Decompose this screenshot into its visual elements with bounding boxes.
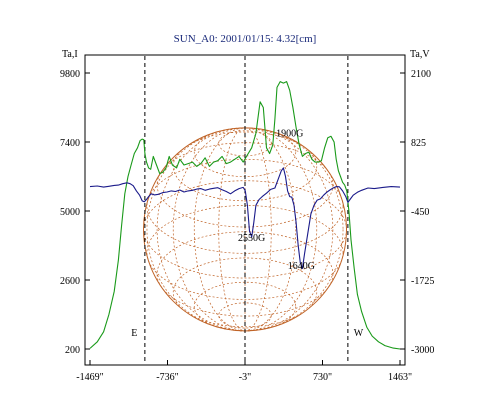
y-right-axis-label: Ta,V [410, 49, 430, 60]
chart-title: SUN_A0: 2001/01/15: 4.32[cm] [174, 33, 317, 45]
y-left-tick-label: 5000 [60, 207, 80, 218]
field-strength-label: 1640G [288, 261, 315, 272]
limb-label: W [354, 328, 364, 339]
x-tick-label: 1463" [388, 372, 412, 383]
y-left-tick-label: 7400 [60, 138, 80, 149]
field-strength-label: 1900G [276, 128, 303, 139]
x-tick-label: -1469" [76, 372, 103, 383]
axis-ticks: -1469" -736" -3" 730" 1463" 9800 7400 5000 2600 2… [60, 69, 434, 383]
y-right-tick-label: -450 [411, 207, 429, 218]
series-group [89, 81, 401, 350]
series-line-stokes-i [89, 81, 401, 350]
y-left-tick-label: 200 [65, 345, 80, 356]
y-right-tick-label: -1725 [411, 276, 434, 287]
y-right-tick-label: 2100 [411, 69, 431, 80]
x-tick-label: 730" [313, 372, 332, 383]
y-left-axis-label: Ta,I [62, 49, 78, 60]
x-tick-label: -3" [239, 372, 251, 383]
x-tick-label: -736" [156, 372, 178, 383]
y-left-tick-label: 9800 [60, 69, 80, 80]
field-strength-label: 2550G [238, 233, 265, 244]
disk-latitude-line [172, 257, 318, 328]
disk-latitude-line [218, 130, 272, 157]
y-right-tick-label: -3000 [411, 345, 434, 356]
y-right-tick-label: 825 [411, 138, 426, 149]
disk-latitude-line [146, 205, 344, 300]
series-line-stokes-v [89, 167, 401, 270]
limb-center-lines [144, 56, 349, 364]
limb-label: E [131, 328, 137, 339]
annotation-group: 1900G 2550G 1640G E W [131, 128, 363, 339]
y-left-tick-label: 2600 [60, 276, 80, 287]
